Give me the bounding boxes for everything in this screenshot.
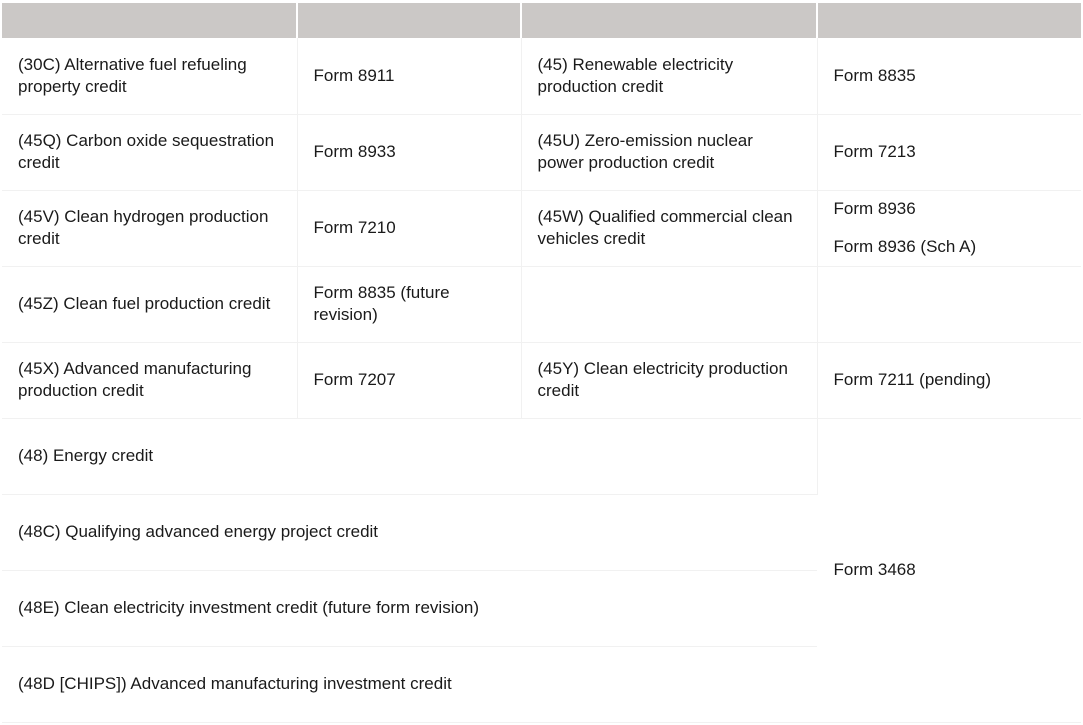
investment-credit-row: (48) Energy credit Form 3468 — [2, 418, 1081, 723]
investment-credit-cell: (48) Energy credit — [2, 418, 818, 495]
table-row: (45Z) Clean fuel production credit Form … — [2, 266, 1081, 343]
investment-credit-cell: (48C) Qualifying advanced energy project… — [2, 494, 817, 571]
investment-credit-cell: (48E) Clean electricity investment credi… — [2, 570, 817, 647]
credit-name-cell: (30C) Alternative fuel refueling propert… — [2, 38, 298, 115]
form-cell: Form 8936 Form 8936 (Sch A) — [817, 190, 1081, 267]
empty-cell — [521, 266, 818, 343]
form-cell: Form 8835 (future revision) — [297, 266, 522, 343]
form-label: Form 8936 — [833, 199, 916, 218]
credits-table: (30C) Alternative fuel refueling propert… — [2, 3, 1081, 723]
credit-name-cell: (45Y) Clean electricity production credi… — [521, 342, 818, 419]
form-label: Form 8835 — [833, 65, 916, 85]
header-cell — [817, 3, 1081, 38]
investment-credit-row: (48D [CHIPS]) Advanced manufacturing inv… — [2, 646, 1081, 723]
investment-credit-row: (48C) Qualifying advanced energy project… — [2, 494, 1081, 571]
credit-name-cell: (45W) Qualified commercial clean vehicle… — [521, 190, 818, 267]
investment-credit-row: (48E) Clean electricity investment credi… — [2, 570, 1081, 647]
table-row: (45X) Advanced manufacturing production … — [2, 342, 1081, 419]
form-cell: Form 8933 — [297, 114, 522, 191]
header-cell — [2, 3, 298, 38]
empty-cell — [817, 266, 1081, 343]
form-cell: Form 8835 — [817, 38, 1081, 115]
form-cell: Form 7210 — [297, 190, 522, 267]
form-cell: Form 8911 — [297, 38, 522, 115]
form-label: Form 8936 (Sch A) — [833, 237, 977, 256]
credit-name-cell: (45U) Zero-emission nuclear power produc… — [521, 114, 818, 191]
investment-form-cell: Form 3468 — [817, 418, 1081, 723]
form-cell: Form 7211 (pending) — [817, 342, 1081, 419]
form-label: Form 7213 — [833, 142, 916, 161]
credit-name-cell: (45Z) Clean fuel production credit — [2, 266, 298, 343]
header-cell — [297, 3, 522, 38]
credit-name-cell: (45) Renewable electricity production cr… — [521, 38, 818, 115]
form-label: Form 7211 (pending) — [833, 370, 992, 389]
header-cell — [521, 3, 818, 38]
table-row: (45V) Clean hydrogen production credit F… — [2, 190, 1081, 267]
form-cell: Form 7213 — [817, 114, 1081, 191]
investment-credit-cell: (48D [CHIPS]) Advanced manufacturing inv… — [2, 646, 817, 723]
credit-name-cell: (45V) Clean hydrogen production credit — [2, 190, 298, 267]
credit-name-cell: (45X) Advanced manufacturing production … — [2, 342, 298, 419]
table-row: (45Q) Carbon oxide sequestration credit … — [2, 114, 1081, 191]
table-header-row — [2, 3, 1081, 38]
form-cell: Form 7207 — [297, 342, 522, 419]
credit-name-cell: (45Q) Carbon oxide sequestration credit — [2, 114, 298, 191]
table-row: (30C) Alternative fuel refueling propert… — [2, 38, 1081, 115]
